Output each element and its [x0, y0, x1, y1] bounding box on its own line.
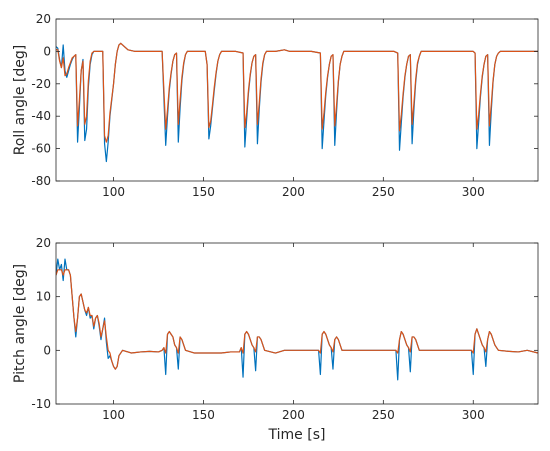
- roll-angle-panel: 100 150 200 250 300 -80 -60 -40 -20 0 20 Roll angle…: [12, 12, 539, 199]
- y-axis-label: Roll angle [deg]: [12, 45, 28, 156]
- y-tick-label: 20: [36, 12, 51, 26]
- x-tick-label: 300: [462, 408, 485, 422]
- axes-frame: [55, 18, 539, 182]
- x-axis-label: Time [s]: [268, 427, 326, 443]
- y-tick-label: 0: [43, 44, 51, 58]
- series-blue-line: [56, 42, 538, 163]
- y-tick-label: 20: [36, 236, 51, 250]
- x-tick-label: 150: [192, 408, 215, 422]
- y-tick-label: 10: [36, 290, 51, 304]
- pitch-angle-panel: 100 150 200 250 300 -10 0 10 20 Pitch angle [deg]…: [12, 236, 539, 443]
- x-tick-label: 250: [372, 408, 395, 422]
- y-tick-label: -20: [31, 77, 51, 91]
- series-orange-line: [56, 42, 538, 143]
- y-tick-label: -40: [31, 109, 51, 123]
- x-tick-label: 200: [282, 408, 305, 422]
- axes-frame: [55, 242, 539, 405]
- y-axis-label: Pitch angle [deg]: [12, 264, 28, 383]
- y-tick-label: -10: [31, 397, 51, 411]
- x-tick-label: 300: [462, 185, 485, 199]
- x-tick-label: 250: [372, 185, 395, 199]
- x-tick-label: 100: [102, 185, 125, 199]
- series-blue-line: [56, 258, 538, 381]
- x-tick-label: 100: [102, 408, 125, 422]
- plot-area: [56, 258, 538, 381]
- y-tick-label: -60: [31, 142, 51, 156]
- plot-area: [56, 42, 538, 163]
- series-orange-line: [56, 269, 538, 370]
- x-tick-label: 200: [282, 185, 305, 199]
- y-tick-label: -80: [31, 174, 51, 188]
- y-tick-label: 0: [43, 343, 51, 357]
- x-tick-label: 150: [192, 185, 215, 199]
